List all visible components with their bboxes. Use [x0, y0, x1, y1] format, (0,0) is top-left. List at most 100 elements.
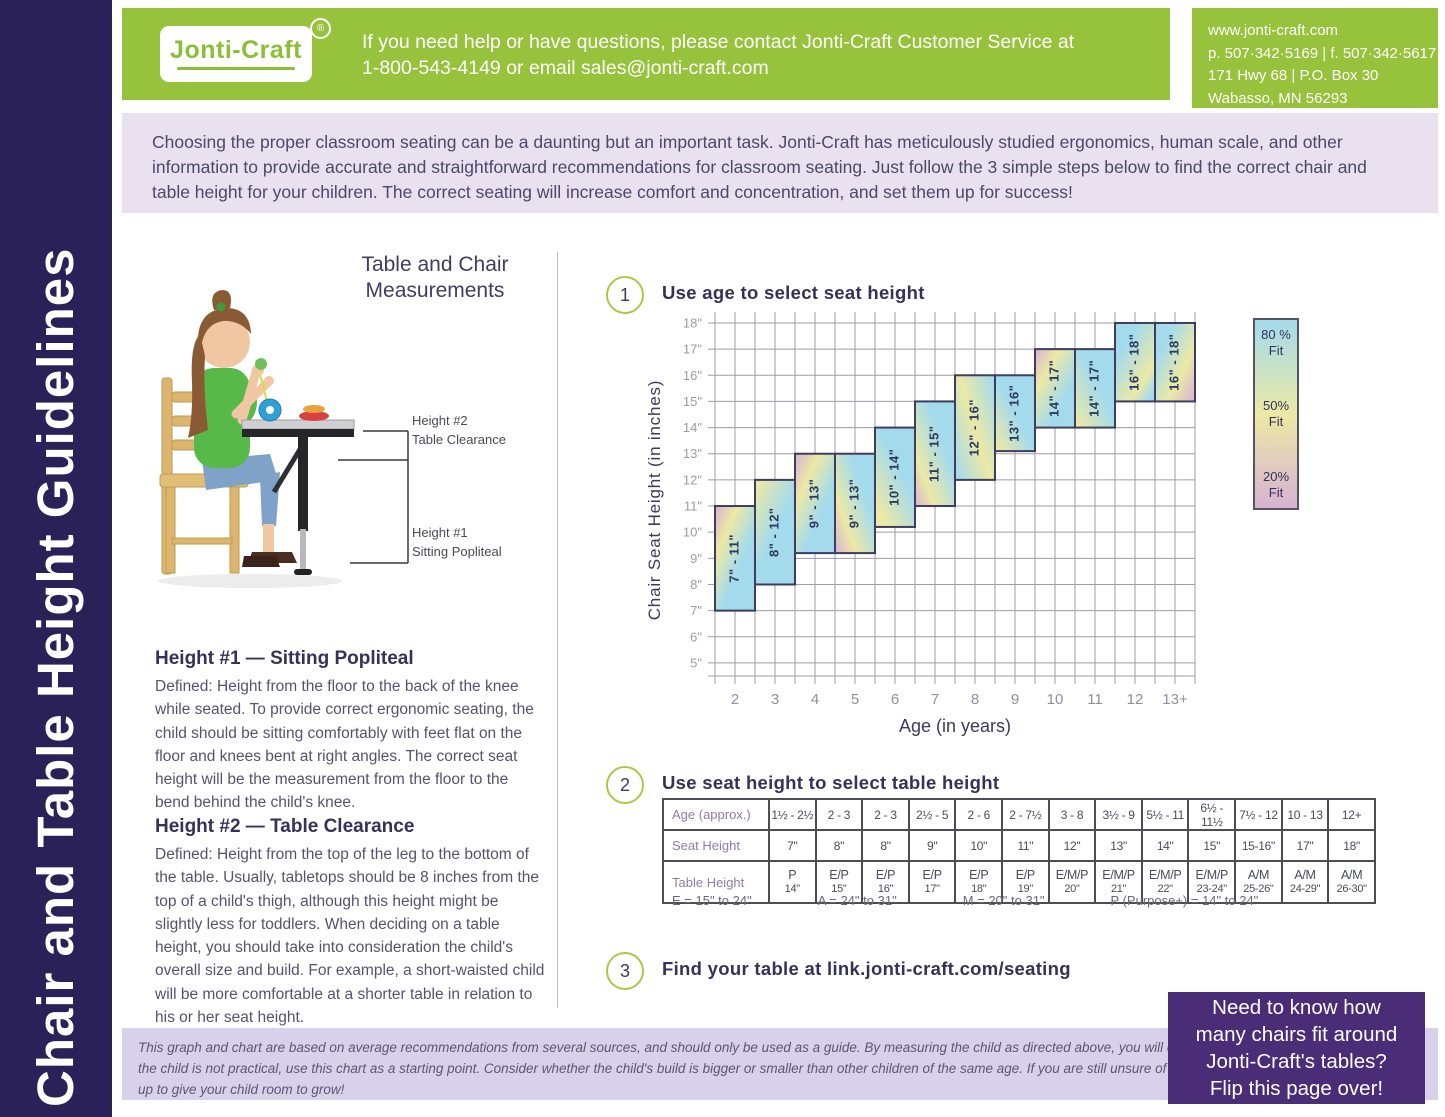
svg-text:11" - 15": 11" - 15"	[926, 425, 941, 482]
table-cell: A/M 26-30"	[1327, 860, 1376, 904]
step-3-badge: 3	[606, 952, 644, 990]
row-header: Table Height	[662, 860, 770, 904]
contact-box: www.jonti-craft.com p. 507·342·5169 | f.…	[1192, 8, 1438, 108]
step-1-title: Use age to select seat height	[662, 282, 925, 303]
logo-text: Jonti-Craft	[170, 36, 302, 64]
table-cell: 6½ - 11½	[1187, 798, 1237, 831]
table-cell: 2 - 3	[861, 798, 910, 831]
fit-legend-entry: 80 % Fit	[1261, 327, 1291, 359]
table-cell: 9"	[907, 829, 957, 862]
help-line-1: If you need help or have questions, plea…	[362, 31, 1075, 53]
svg-text:10" - 14": 10" - 14"	[886, 449, 901, 506]
svg-text:12": 12"	[683, 472, 702, 487]
table-cell: 13"	[1094, 829, 1143, 862]
column-divider	[557, 252, 558, 1008]
table-cell: E/P 16"	[861, 860, 910, 904]
table-cell: E/P 19"	[1001, 860, 1050, 904]
svg-text:9" - 13": 9" - 13"	[806, 479, 821, 529]
height1-callout-line1: Height #1	[412, 525, 468, 540]
table-cell: 15-16"	[1234, 829, 1283, 862]
table-cell: E/M/P 20"	[1047, 860, 1097, 904]
table-cell: 12+	[1327, 798, 1376, 831]
svg-text:14": 14"	[683, 420, 702, 435]
svg-text:6": 6"	[690, 629, 702, 644]
table-cell: E/M/P 22"	[1140, 860, 1190, 904]
table-cell: 12"	[1047, 829, 1097, 862]
table-cell: A/M 25-26"	[1234, 860, 1283, 904]
height1-callout: Height #1 Sitting Popliteal	[412, 524, 502, 562]
help-line-2[interactable]: 1-800-543-4149 or email sales@jonti-craf…	[362, 57, 769, 80]
sidebar: Chair and Table Height Guidelines	[0, 0, 112, 1117]
svg-text:14" - 17": 14" - 17"	[1086, 360, 1101, 417]
svg-text:16": 16"	[683, 368, 702, 383]
step-2-badge: 2	[606, 766, 644, 804]
intro-paragraph: Choosing the proper classroom seating ca…	[122, 113, 1438, 213]
table-key: E = 15" to 24" A = 24" to 31" M = 20" to 3…	[672, 893, 1392, 908]
registered-mark: ®	[310, 18, 331, 39]
seat-height-chart-svg: 5" 6" 7" 8" 9" 10" 11" 12" 13" 14" 15" 16" 17" 18" 2 3 4…	[645, 312, 1196, 736]
table-cell: 2½ - 5	[907, 798, 957, 831]
svg-text:8" - 12": 8" - 12"	[766, 507, 781, 557]
svg-text:4: 4	[811, 691, 819, 708]
step-1-badge: 1	[606, 276, 644, 314]
svg-text:18": 18"	[683, 315, 702, 330]
header-band: Jonti-Craft ® If you need help or have q…	[122, 8, 1170, 100]
table-key-item: A = 24" to 31"	[817, 893, 897, 908]
svg-text:6: 6	[891, 691, 899, 708]
child-at-desk-photo	[158, 290, 355, 588]
step-2-title: Use seat height to select table height	[662, 772, 1000, 793]
measurements-title: Table and Chair Measurements	[340, 252, 530, 305]
svg-text:Age (in years): Age (in years)	[899, 716, 1011, 736]
table-cell: 11"	[1001, 829, 1050, 862]
table-cell: E/P 17"	[907, 860, 957, 904]
svg-text:5": 5"	[690, 655, 702, 670]
height1-callout-line2: Sitting Popliteal	[412, 543, 502, 559]
table-cell: 8"	[814, 829, 864, 862]
svg-text:12" - 16": 12" - 16"	[966, 399, 981, 456]
svg-text:3: 3	[771, 691, 779, 708]
measurements-title-line2: Measurements	[365, 279, 505, 303]
row-header: Seat Height	[662, 829, 770, 862]
table-cell: 8"	[861, 829, 910, 862]
phone-fax: p. 507·342·5169 | f. 507·342·5617	[1208, 44, 1437, 62]
height2-body: Defined: Height from the top of the leg …	[155, 846, 545, 1026]
table-key-item: E = 15" to 24"	[672, 893, 752, 908]
svg-text:Chair Seat Height (in inches): Chair Seat Height (in inches)	[645, 380, 664, 621]
flip-page-note: Need to know how many chairs fit around Jo…	[1168, 992, 1425, 1104]
svg-text:15": 15"	[683, 394, 702, 409]
table-cell: E/P 15"	[814, 860, 864, 904]
step-3-title[interactable]: Find your table at link.jonti-craft.com/…	[662, 958, 1071, 979]
table-cell: 10"	[954, 829, 1004, 862]
flip-note-line: Jonti-Craft's tables?	[1206, 1050, 1387, 1073]
fit-legend-entry: 20% Fit	[1262, 468, 1290, 500]
table-cell: 7½ - 12	[1234, 798, 1283, 831]
page-title: Chair and Table Height Guidelines	[27, 247, 84, 1107]
svg-text:9: 9	[1011, 691, 1019, 708]
measurement-brackets	[338, 430, 409, 564]
table-cell: E/P 18"	[954, 860, 1004, 904]
svg-text:2: 2	[731, 691, 739, 708]
website-link[interactable]: www.jonti-craft.com	[1208, 22, 1339, 39]
table-cell: 18"	[1327, 829, 1376, 862]
svg-text:5: 5	[851, 691, 859, 708]
svg-text:14" - 17": 14" - 17"	[1046, 360, 1061, 417]
svg-text:17": 17"	[683, 342, 702, 357]
height2-callout-line1: Height #2	[412, 413, 468, 428]
table-row: Seat Height 7" 8" 8" 9" 10" 11" 12" 13" 14" 15" 15-…	[662, 829, 1376, 862]
table-cell: 3½ - 9	[1094, 798, 1143, 831]
table-cell: A/M 24-29"	[1280, 860, 1330, 904]
svg-text:13" - 16": 13" - 16"	[1006, 385, 1021, 442]
height1-heading: Height #1 — Sitting Popliteal	[155, 648, 414, 669]
flip-note-line: Need to know how	[1212, 995, 1381, 1019]
seat-height-chart: 5" 6" 7" 8" 9" 10" 11" 12" 13" 14" 15" 16" 17" 18" 2 3 4…	[630, 300, 1230, 745]
table-cell: 2 - 6	[954, 798, 1004, 831]
svg-text:10: 10	[1047, 691, 1064, 708]
table-cell: E/M/P 23-24"	[1187, 860, 1237, 904]
svg-text:10": 10"	[683, 525, 702, 540]
svg-text:7": 7"	[690, 603, 702, 618]
table-cell: P 14"	[768, 860, 817, 904]
svg-text:9": 9"	[690, 551, 702, 566]
flip-note-line: Flip this page over!	[1209, 1077, 1384, 1101]
svg-text:9" - 13": 9" - 13"	[846, 479, 861, 529]
